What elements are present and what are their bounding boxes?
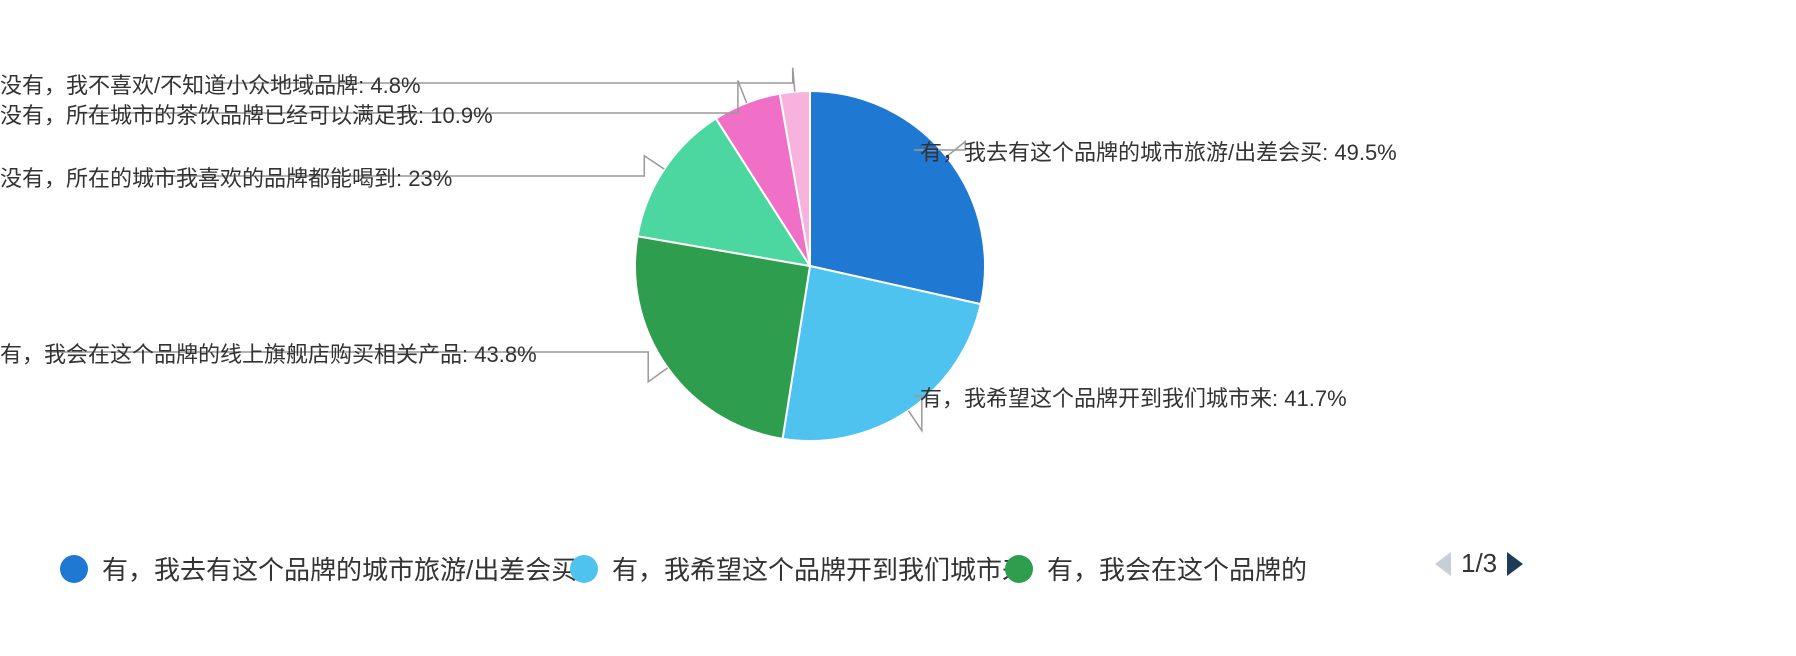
pager-next-icon[interactable] (1507, 552, 1523, 576)
legend-item-1[interactable]: 有，我希望这个品牌开到我们城市来 (570, 550, 1028, 587)
chart-container: 有，我去有这个品牌的城市旅游/出差会买: 49.5% 有，我希望这个品牌开到我们… (0, 0, 1796, 656)
legend-item-2[interactable]: 有，我会在这个品牌的 (1005, 550, 1307, 587)
legend-pager: 1/3 (1435, 548, 1523, 579)
legend-dot-icon (570, 555, 598, 583)
pager-text: 1/3 (1461, 548, 1497, 579)
legend-label: 有，我希望这个品牌开到我们城市来 (612, 550, 1028, 587)
pager-prev-icon[interactable] (1435, 552, 1451, 576)
slice-label-3: 没有，所在的城市我喜欢的品牌都能喝到: 23% (0, 161, 128, 193)
slice-label-5: 没有，我不喜欢/不知道小众地域品牌: 4.8% (0, 68, 209, 100)
slice-label-1: 有，我希望这个品牌开到我们城市来: 41.7% (920, 381, 1347, 413)
legend-label: 有，我去有这个品牌的城市旅游/出差会买 (102, 550, 577, 587)
legend-dot-icon (60, 555, 88, 583)
slice-label-0: 有，我去有这个品牌的城市旅游/出差会买: 49.5% (920, 135, 1397, 167)
legend-dot-icon (1005, 555, 1033, 583)
slice-label-4: 没有，所在城市的茶饮品牌已经可以满足我: 10.9% (0, 98, 72, 130)
pie-slice[interactable] (635, 236, 810, 439)
slice-label-2: 有，我会在这个品牌的线上旗舰店购买相关产品: 43.8% (0, 337, 40, 369)
legend-label: 有，我会在这个品牌的 (1047, 550, 1307, 587)
legend-item-0[interactable]: 有，我去有这个品牌的城市旅游/出差会买 (60, 550, 577, 587)
